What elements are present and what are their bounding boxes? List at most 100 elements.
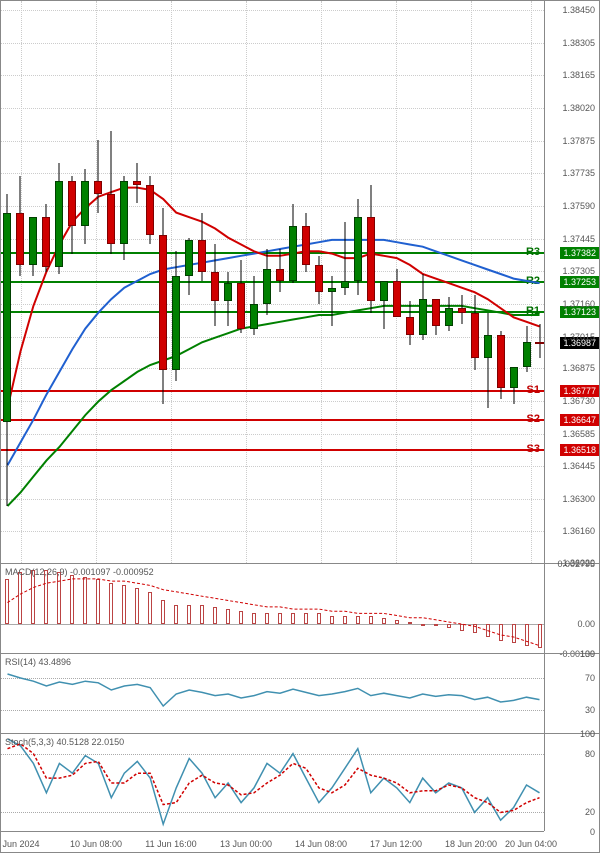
rsi-panel: RSI(14) 43.4896 10070300 — [1, 653, 599, 733]
candle — [471, 1, 479, 563]
y-tick-label: 1.37305 — [562, 266, 595, 276]
candle — [16, 1, 24, 563]
y-tick-label: 1.37015 — [562, 332, 595, 342]
stoch-tick: 0 — [590, 827, 595, 837]
candle — [55, 1, 63, 563]
candle — [172, 1, 180, 563]
macd-bar — [31, 570, 35, 624]
candle — [419, 1, 427, 563]
candle — [159, 1, 167, 563]
macd-tick: 0.00 — [577, 619, 595, 629]
macd-tick: 0.002795 — [557, 559, 595, 569]
candle — [81, 1, 89, 563]
candle — [289, 1, 297, 563]
rsi-plot[interactable] — [1, 654, 544, 733]
candle — [315, 1, 323, 563]
candle — [146, 1, 154, 563]
candle — [535, 1, 543, 563]
stoch-k-line — [8, 739, 540, 824]
candle — [120, 1, 128, 563]
candle — [523, 1, 531, 563]
macd-bar — [473, 624, 477, 633]
macd-bar — [356, 616, 360, 625]
rsi-tick: 70 — [585, 673, 595, 683]
candle — [237, 1, 245, 563]
price-plot[interactable]: R31.37382R21.37253R11.37123S11.36777S21.… — [1, 1, 544, 563]
candle — [510, 1, 518, 563]
macd-y-axis: 0.0027950.00-0.00139 — [544, 564, 599, 653]
rsi-tick: 100 — [580, 649, 595, 659]
macd-bar — [252, 613, 256, 624]
x-tick-label: 20 Jun 04:00 — [505, 839, 557, 849]
candle — [211, 1, 219, 563]
macd-label: MACD(12,26,9) -0.001097 -0.000952 — [5, 567, 154, 577]
macd-bar — [96, 579, 100, 624]
candle — [367, 1, 375, 563]
candle — [198, 1, 206, 563]
candle — [302, 1, 310, 563]
macd-bar — [291, 613, 295, 624]
y-tick-label: 1.38165 — [562, 70, 595, 80]
macd-bar — [213, 607, 217, 624]
candle — [250, 1, 258, 563]
candle — [484, 1, 492, 563]
candle — [445, 1, 453, 563]
stoch-panel: Stoch(5,3,3) 40.5128 22.0150 10080200 — [1, 733, 599, 831]
rsi-tick: 30 — [585, 705, 595, 715]
rsi-label: RSI(14) 43.4896 — [5, 657, 71, 667]
macd-bar — [382, 618, 386, 624]
macd-bar — [408, 622, 412, 624]
candle — [42, 1, 50, 563]
x-tick-label: Jun 2024 — [2, 839, 39, 849]
price-y-axis: 1.384501.383051.381651.380201.378751.377… — [544, 1, 599, 563]
macd-bar — [460, 624, 464, 630]
x-tick-label: 13 Jun 00:00 — [220, 839, 272, 849]
y-tick-label: 1.36445 — [562, 461, 595, 471]
macd-bar — [200, 605, 204, 624]
macd-bar — [70, 575, 74, 624]
candle — [29, 1, 37, 563]
y-tick-label: 1.36300 — [562, 494, 595, 504]
candle — [406, 1, 414, 563]
y-tick-label: 1.37735 — [562, 168, 595, 178]
macd-bar — [239, 611, 243, 624]
y-tick-label: 1.36875 — [562, 363, 595, 373]
macd-bar — [512, 624, 516, 643]
y-tick-label: 1.36730 — [562, 396, 595, 406]
candle — [133, 1, 141, 563]
x-tick-label: 14 Jun 08:00 — [295, 839, 347, 849]
macd-bar — [265, 613, 269, 624]
candle — [393, 1, 401, 563]
macd-bar — [447, 624, 451, 628]
candle — [263, 1, 271, 563]
y-tick-label: 1.38305 — [562, 38, 595, 48]
macd-bar — [538, 624, 542, 648]
candle — [432, 1, 440, 563]
price-panel: R31.37382R21.37253R11.37123S11.36777S21.… — [1, 1, 599, 563]
candle — [3, 1, 11, 563]
macd-bar — [369, 616, 373, 625]
macd-bar — [499, 624, 503, 641]
macd-bar — [57, 572, 61, 624]
x-tick-label: 18 Jun 20:00 — [445, 839, 497, 849]
candle — [224, 1, 232, 563]
stoch-tick: 80 — [585, 749, 595, 759]
macd-panel: MACD(12,26,9) -0.001097 -0.000952 0.0027… — [1, 563, 599, 653]
macd-bar — [122, 585, 126, 624]
y-tick-label: 1.38020 — [562, 103, 595, 113]
stoch-tick: 100 — [580, 729, 595, 739]
stoch-label: Stoch(5,3,3) 40.5128 22.0150 — [5, 737, 124, 747]
x-tick-label: 10 Jun 08:00 — [70, 839, 122, 849]
macd-plot[interactable] — [1, 564, 544, 653]
macd-bar — [434, 624, 438, 626]
rsi-y-axis: 10070300 — [544, 654, 599, 733]
candle — [380, 1, 388, 563]
stoch-plot[interactable] — [1, 734, 544, 831]
candle — [68, 1, 76, 563]
candle — [354, 1, 362, 563]
macd-bar — [174, 605, 178, 624]
macd-bar — [18, 572, 22, 624]
macd-bar — [5, 579, 9, 624]
macd-bar — [148, 592, 152, 624]
macd-bar — [343, 616, 347, 625]
